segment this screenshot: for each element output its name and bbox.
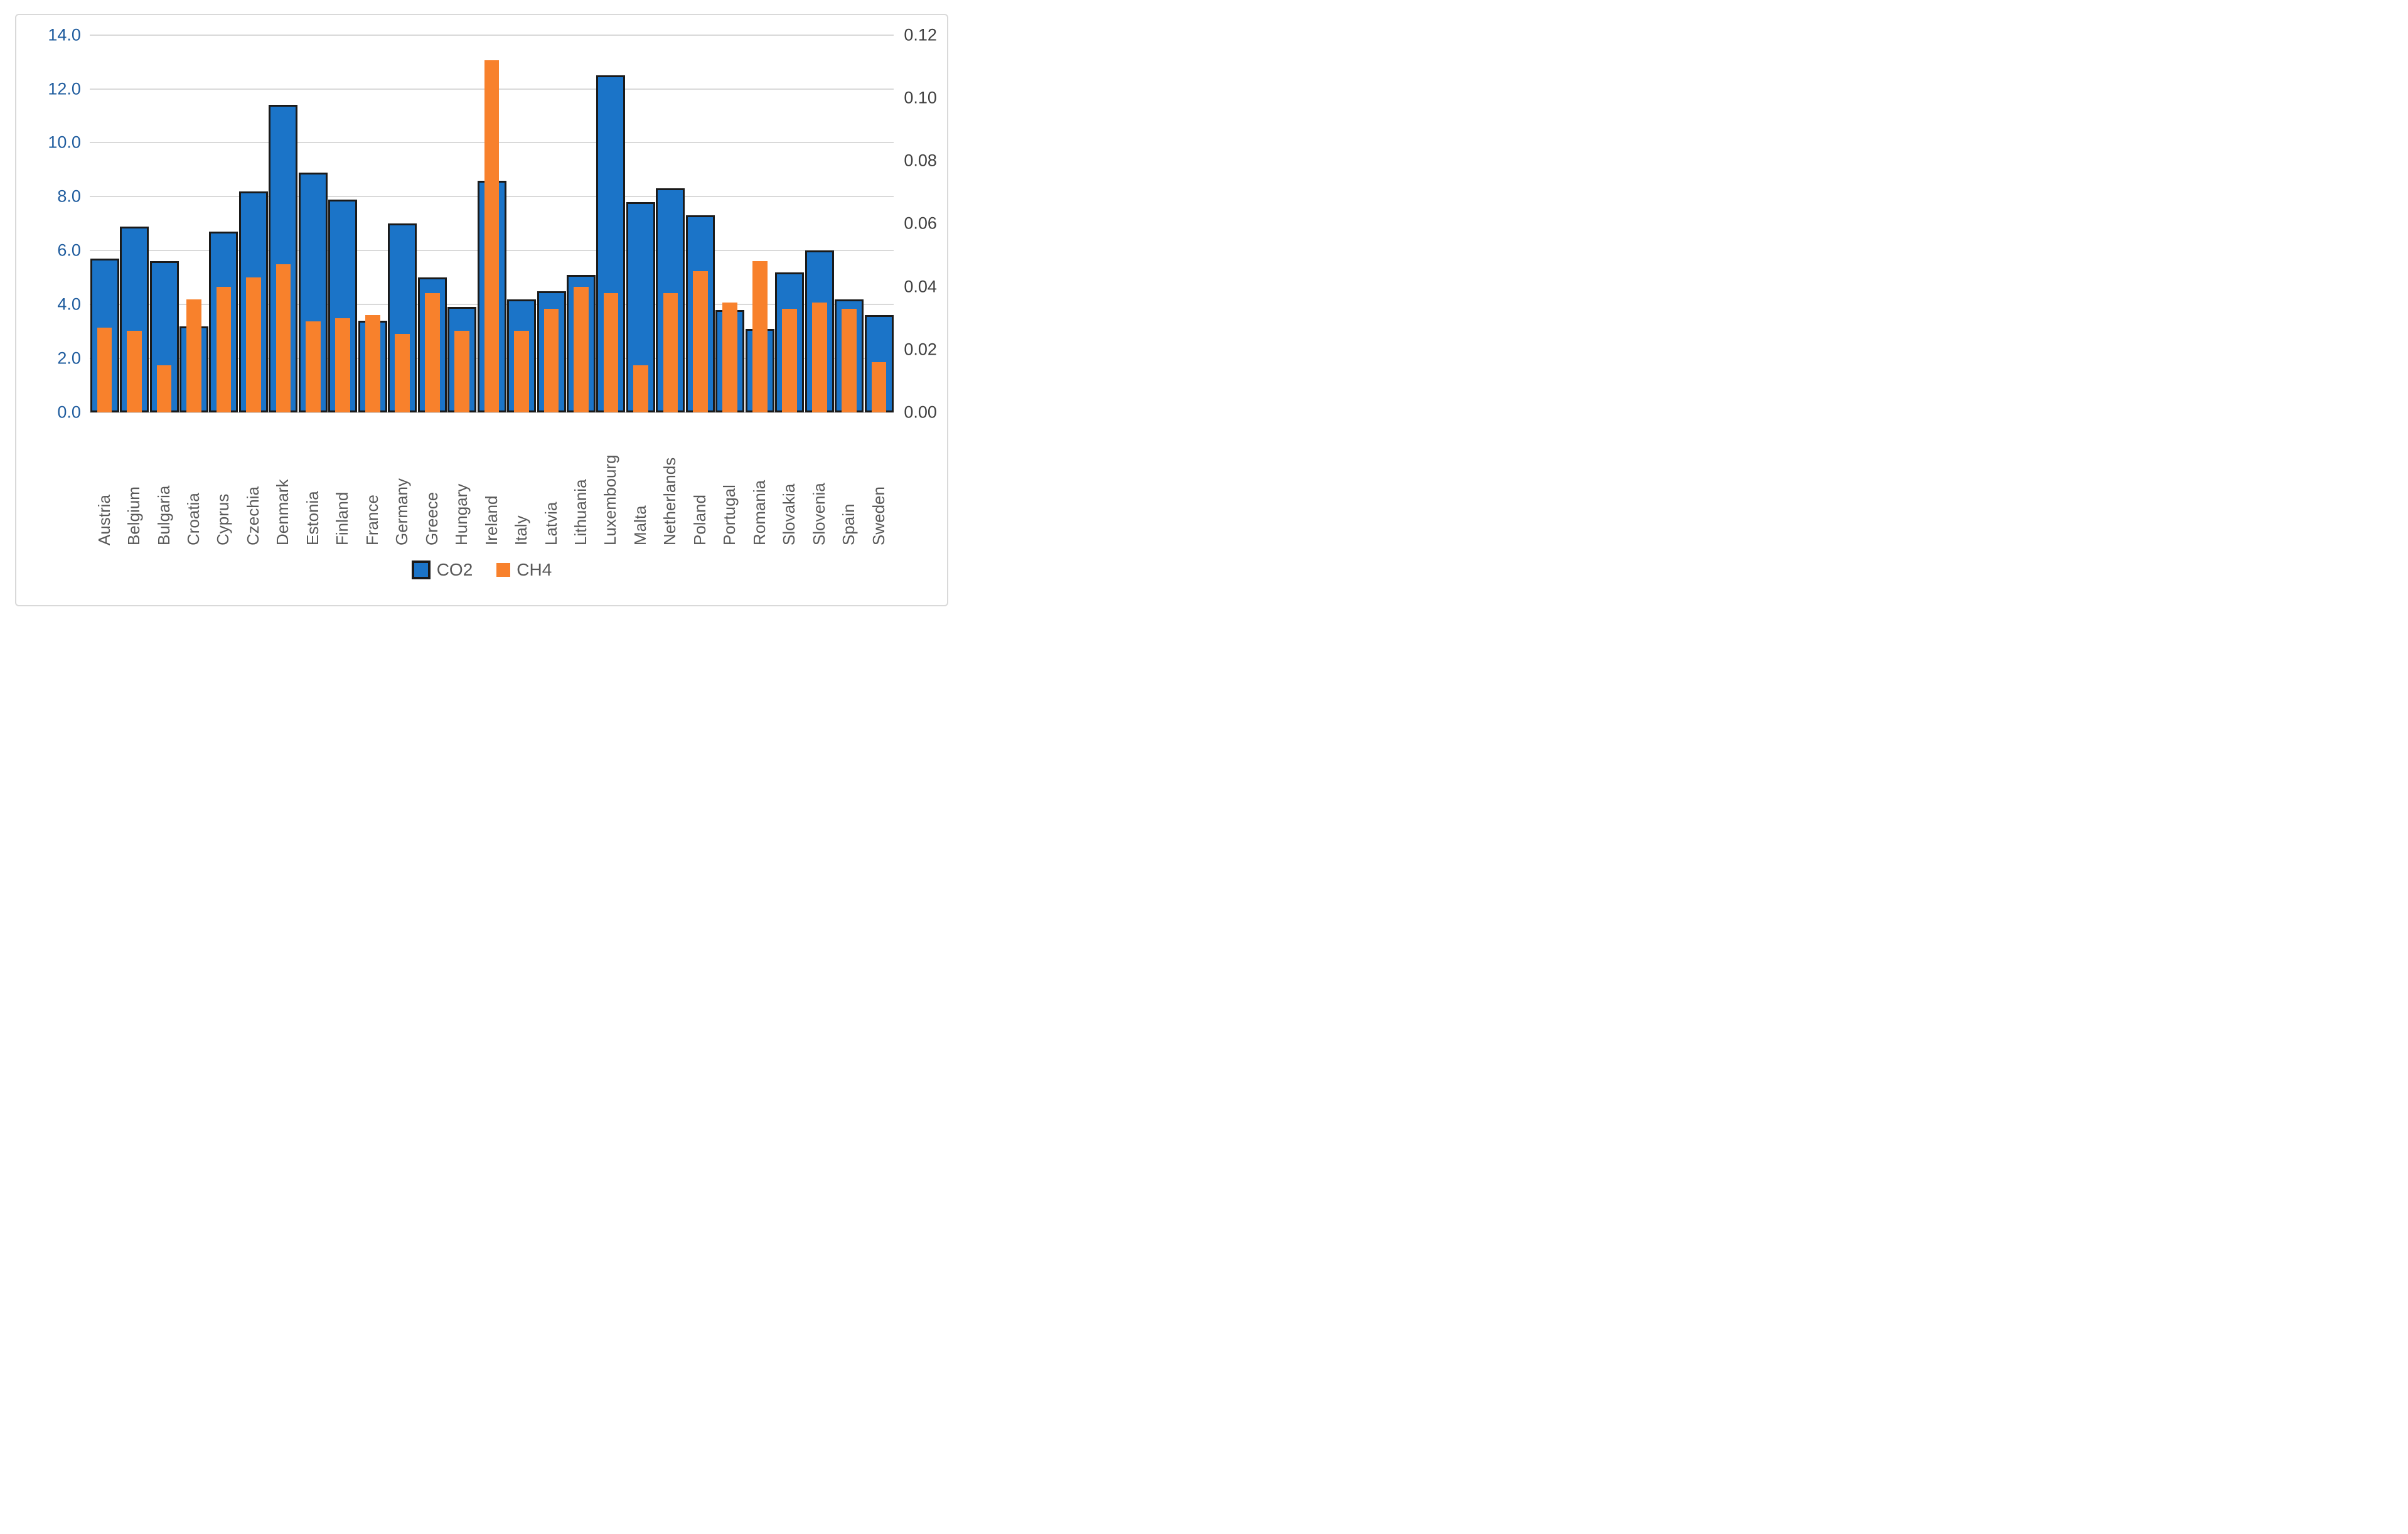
category-label: Spain [839, 503, 859, 546]
right-axis-tick-label: 0.04 [904, 277, 937, 296]
category-label: Austria [94, 495, 114, 546]
legend: CO2 CH4 [0, 560, 963, 580]
category-label: Denmark [273, 479, 292, 546]
ch4-bar [246, 277, 261, 412]
ch4-bar [633, 365, 648, 412]
ch4-bar [782, 308, 798, 413]
ch4-bar [692, 271, 708, 412]
gridline [89, 34, 894, 36]
right-axis-tick-label: 0.02 [904, 340, 937, 359]
category-label: Cyprus [213, 493, 233, 546]
ch4-bar [514, 330, 529, 413]
category-label: Malta [630, 505, 650, 546]
ch4-bar [752, 261, 768, 413]
category-label: Belgium [124, 486, 144, 546]
category-label: Germany [392, 478, 412, 546]
ch4-bar [722, 302, 738, 412]
category-label: Slovakia [779, 483, 799, 546]
ch4-bar [811, 302, 827, 412]
ch4-bar [335, 318, 351, 412]
ch4-bar [663, 292, 678, 412]
left-axis-tick-label: 2.0 [57, 348, 81, 368]
ch4-bar [543, 308, 559, 413]
category-label: Portugal [720, 485, 739, 546]
right-axis-tick-label: 0.06 [904, 213, 937, 233]
category-label: Sweden [869, 486, 888, 546]
category-label: France [362, 495, 382, 546]
category-label: Latvia [541, 501, 560, 546]
ch4-bar [424, 292, 440, 412]
category-label: Bulgaria [154, 485, 173, 546]
ch4-bar [603, 292, 619, 412]
legend-item-ch4: CH4 [496, 560, 552, 580]
ch4-bar [186, 299, 201, 412]
ch4-swatch-icon [496, 562, 511, 577]
left-axis-tick-label: 4.0 [57, 294, 81, 314]
category-label: Netherlands [660, 457, 680, 546]
category-label: Luxembourg [601, 454, 620, 546]
ch4-bar [454, 330, 469, 413]
left-axis-tick-label: 0.0 [57, 402, 81, 422]
category-label: Ireland [481, 495, 501, 546]
category-label: Hungary [452, 483, 471, 546]
left-axis-tick-label: 6.0 [57, 240, 81, 260]
category-label: Czechia [243, 486, 262, 546]
ch4-bar [395, 333, 410, 413]
ch4-bar [484, 60, 500, 412]
category-label: Romania [749, 480, 769, 546]
right-axis-tick-label: 0.08 [904, 151, 937, 170]
ch4-bar [156, 365, 172, 412]
category-label: Croatia [184, 493, 203, 546]
category-label: Estonia [302, 491, 322, 546]
co2-swatch-icon [411, 560, 431, 579]
category-label: Slovenia [809, 483, 828, 546]
left-axis-tick-label: 10.0 [48, 132, 81, 152]
legend-item-co2: CO2 [411, 559, 473, 580]
x-axis-line [89, 412, 894, 414]
right-axis-tick-label: 0.12 [904, 25, 937, 45]
category-label: Finland [333, 491, 352, 546]
legend-label-ch4: CH4 [516, 559, 552, 579]
co2-bar [388, 223, 417, 412]
ch4-bar [842, 308, 857, 413]
right-axis-tick-label: 0.10 [904, 88, 937, 107]
category-label: Greece [422, 491, 441, 546]
left-axis-tick-label: 14.0 [48, 25, 81, 45]
chart-panel: CO2 CH4 0.0 2.0 4.0 6.0 8.0 10.0 12.0 14.0 0.00 0… [0, 0, 963, 614]
ch4-bar [127, 330, 142, 413]
category-label: Italy [511, 515, 531, 546]
ch4-bar [276, 264, 291, 412]
category-label: Lithuania [570, 479, 590, 546]
co2-bar [149, 261, 179, 413]
chart-border [15, 14, 948, 606]
right-axis-tick-label: 0.00 [904, 402, 937, 422]
ch4-bar [305, 321, 321, 413]
legend-label-co2: CO2 [436, 559, 473, 579]
ch4-bar [97, 327, 112, 412]
ch4-bar [574, 286, 589, 413]
ch4-bar [871, 362, 887, 412]
category-label: Poland [690, 495, 709, 546]
left-axis-tick-label: 12.0 [48, 79, 81, 99]
ch4-bar [216, 286, 232, 413]
left-axis-tick-label: 8.0 [57, 186, 81, 206]
ch4-bar [365, 314, 380, 412]
